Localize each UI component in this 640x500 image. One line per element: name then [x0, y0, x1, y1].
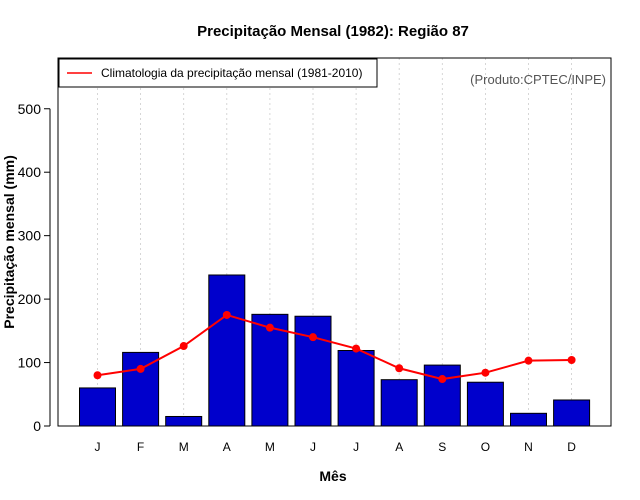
climatology-point-6: [309, 333, 317, 342]
x-tick-label: A: [395, 440, 403, 454]
bar-d-12: [553, 399, 591, 427]
bar-j-6: [294, 315, 332, 427]
x-tick-label: A: [223, 440, 231, 454]
y-tick-label: 300: [18, 228, 42, 244]
bar-m-3: [165, 415, 203, 427]
bar-series: [79, 274, 591, 427]
bar-j-7: [337, 349, 375, 427]
climatology-point-11: [524, 356, 533, 365]
climatology-point-5: [265, 323, 274, 332]
y-axis: 0 100 200 300 400 500: [18, 101, 51, 434]
chart-title: Precipitação Mensal (1982): Região 87: [197, 23, 469, 40]
climatology-point-7: [352, 344, 361, 353]
bar-n-11: [510, 412, 547, 427]
x-tick-label: F: [137, 440, 144, 454]
climatology-point-8: [395, 364, 404, 373]
bar-s-9: [423, 364, 461, 427]
climatology-point-9: [438, 375, 447, 384]
climatology-point-10: [481, 368, 490, 377]
x-tick-label: S: [438, 440, 446, 454]
bar-o-10: [466, 381, 504, 427]
y-tick-label: 0: [33, 418, 41, 434]
y-axis-title: Precipitação mensal (mm): [1, 155, 17, 329]
climatology-point-12: [567, 356, 576, 365]
x-axis-title: Mês: [319, 468, 346, 484]
legend: Climatologia da precipitação mensal (198…: [58, 58, 378, 88]
y-tick-label: 500: [18, 101, 42, 117]
x-tick-label: N: [524, 440, 533, 454]
plot-frame: [57, 57, 612, 427]
credit-label: (Produto:CPTEC/INPE): [470, 72, 606, 87]
x-tick-label: J: [95, 440, 101, 454]
bar-f-2: [122, 351, 160, 427]
y-tick-label: 400: [18, 164, 42, 180]
climatology-point-1: [93, 371, 102, 380]
climatology-point-4: [222, 310, 231, 319]
climatology-line: [97, 313, 572, 381]
bar-m-5: [251, 313, 289, 427]
legend-entry-climatology: Climatologia da precipitação mensal (198…: [101, 66, 362, 80]
x-tick-label: M: [179, 440, 189, 454]
x-gridlines: [97, 58, 572, 426]
bar-j-1: [79, 387, 116, 427]
bar-a-4: [208, 274, 246, 427]
x-tick-label: J: [310, 440, 316, 454]
x-tick-label: J: [353, 440, 359, 454]
x-tick-label: M: [265, 440, 275, 454]
climatology-point-3: [179, 342, 188, 351]
y-tick-label: 100: [18, 355, 42, 371]
legend-box: [58, 58, 378, 88]
climatology-series: [93, 310, 576, 384]
bar-a-8: [380, 379, 418, 427]
y-tick-label: 200: [18, 291, 42, 307]
x-tick-label: D: [567, 440, 576, 454]
x-tick-label: O: [481, 440, 490, 454]
climatology-point-2: [136, 364, 145, 373]
